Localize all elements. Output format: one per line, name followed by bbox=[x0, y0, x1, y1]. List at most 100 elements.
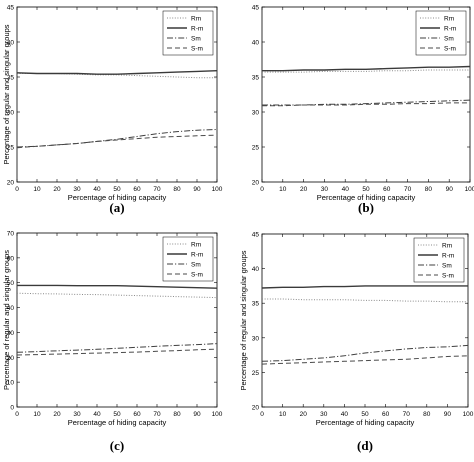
x-axis-label: Percentage of hiding capacity bbox=[68, 193, 167, 202]
x-axis-label: Percentage of hiding capacity bbox=[317, 193, 416, 202]
legend-entry: R-m bbox=[191, 252, 203, 259]
y-tick-label: 0 bbox=[10, 405, 14, 412]
series-line-s-m bbox=[16, 348, 218, 356]
x-tick-label: 30 bbox=[320, 411, 328, 418]
series-line-r-m bbox=[262, 65, 471, 72]
chart-panel-4: 0 10 20 30 40 50 60 70 80 90 100 20 25 30 35 40 45 Percen… bbox=[239, 232, 474, 454]
legend-entry: S-m bbox=[191, 272, 203, 279]
x-tick-label: 90 bbox=[444, 411, 452, 418]
y-tick-label: 25 bbox=[252, 145, 260, 152]
legend-entry: Rm bbox=[442, 243, 452, 250]
legend-entry: R-m bbox=[444, 26, 456, 33]
y-tick-label: 35 bbox=[252, 301, 260, 308]
x-tick-label: 20 bbox=[53, 186, 61, 193]
series-line-r-m bbox=[16, 70, 218, 75]
series-line-s-m bbox=[262, 102, 470, 107]
x-tick-label: 100 bbox=[463, 411, 474, 418]
x-axis-label: Percentage of hiding capacity bbox=[316, 418, 415, 427]
y-tick-label: 20 bbox=[252, 180, 260, 187]
panel-label: (c) bbox=[110, 438, 124, 453]
x-tick-label: 80 bbox=[173, 186, 181, 193]
x-tick-label: 100 bbox=[212, 186, 223, 193]
y-tick-label: 20 bbox=[7, 180, 15, 187]
y-tick-label: 45 bbox=[252, 5, 260, 12]
panel-label: (a) bbox=[109, 200, 124, 215]
y-axis-label: Percentage of regular and singular group… bbox=[2, 250, 11, 390]
y-tick-label: 45 bbox=[7, 5, 15, 12]
x-tick-label: 10 bbox=[33, 411, 41, 418]
x-tick-label: 80 bbox=[173, 411, 181, 418]
legend-entry: R-m bbox=[442, 253, 454, 260]
y-tick-label: 40 bbox=[252, 266, 260, 273]
x-tick-label: 90 bbox=[193, 186, 201, 193]
series-line-r-m bbox=[261, 285, 468, 289]
x-tick-label: 60 bbox=[383, 186, 391, 193]
x-tick-label: 90 bbox=[446, 186, 454, 193]
y-tick-label: 35 bbox=[252, 75, 260, 82]
x-tick-label: 70 bbox=[403, 411, 411, 418]
legend-entry: Sm bbox=[191, 36, 201, 43]
y-tick-label: 35 bbox=[7, 75, 15, 82]
x-tick-label: 90 bbox=[193, 411, 201, 418]
legend-entry: S-m bbox=[444, 46, 456, 53]
x-tick-label: 100 bbox=[465, 186, 474, 193]
y-tick-label: 50 bbox=[7, 280, 15, 287]
y-tick-label: 25 bbox=[7, 145, 15, 152]
x-tick-label: 20 bbox=[300, 186, 308, 193]
y-tick-label: 40 bbox=[252, 40, 260, 47]
legend: Rm R-m Sm S-m bbox=[162, 236, 214, 282]
x-tick-label: 50 bbox=[113, 411, 121, 418]
y-tick-label: 40 bbox=[7, 305, 15, 312]
legend: Rm R-m Sm S-m bbox=[413, 237, 465, 283]
x-tick-label: 40 bbox=[93, 186, 101, 193]
series-line-sm bbox=[261, 344, 469, 362]
legend-entry: S-m bbox=[442, 273, 454, 280]
chart-panel-3: 0 10 20 30 40 50 60 70 80 90 100010203040506070Per… bbox=[2, 231, 223, 454]
legend: Rm R-m Sm S-m bbox=[415, 10, 467, 56]
x-tick-label: 10 bbox=[279, 411, 287, 418]
legend-entry: R-m bbox=[191, 26, 203, 33]
x-tick-label: 0 bbox=[260, 411, 264, 418]
legend-entry: Rm bbox=[191, 16, 201, 23]
legend-entry: Sm bbox=[442, 263, 452, 270]
x-tick-label: 60 bbox=[382, 411, 390, 418]
x-tick-label: 30 bbox=[73, 186, 81, 193]
y-tick-label: 30 bbox=[7, 330, 15, 337]
x-tick-label: 40 bbox=[342, 186, 350, 193]
panel-label: (d) bbox=[357, 438, 373, 453]
y-tick-label: 30 bbox=[252, 335, 260, 342]
chart-panel-2: 0 10 20 30 40 50 60 70 80 90 100 20 25 30 35 40 45 Percen… bbox=[252, 5, 474, 216]
x-tick-label: 70 bbox=[153, 411, 161, 418]
x-tick-label: 20 bbox=[53, 411, 61, 418]
x-tick-label: 30 bbox=[73, 411, 81, 418]
chart-panel-1: 0 10 20 30 40 50 60 70 80 90 100 20 25 30 35 40 45 Percen… bbox=[2, 5, 223, 216]
x-tick-label: 80 bbox=[425, 186, 433, 193]
series-line-rm bbox=[262, 298, 468, 303]
x-tick-label: 60 bbox=[133, 411, 141, 418]
x-tick-label: 30 bbox=[321, 186, 329, 193]
x-tick-label: 10 bbox=[33, 186, 41, 193]
series-line-rm bbox=[16, 292, 218, 299]
y-axis-label: Percentage of regular and singular group… bbox=[239, 250, 248, 390]
x-tick-label: 50 bbox=[113, 186, 121, 193]
x-tick-label: 20 bbox=[300, 411, 308, 418]
series-line-r-m bbox=[17, 284, 218, 289]
series-line-rm bbox=[17, 73, 217, 79]
x-tick-label: 0 bbox=[260, 186, 264, 193]
x-tick-label: 50 bbox=[362, 186, 370, 193]
y-tick-label: 20 bbox=[7, 355, 15, 362]
x-tick-label: 70 bbox=[153, 186, 161, 193]
x-tick-label: 0 bbox=[15, 411, 19, 418]
legend-entry: S-m bbox=[191, 46, 203, 53]
y-tick-label: 40 bbox=[7, 40, 15, 47]
x-tick-label: 100 bbox=[212, 411, 223, 418]
x-tick-label: 80 bbox=[423, 411, 431, 418]
y-tick-label: 25 bbox=[252, 370, 260, 377]
y-tick-label: 20 bbox=[252, 405, 260, 412]
y-tick-label: 70 bbox=[7, 231, 15, 238]
y-tick-label: 30 bbox=[252, 110, 260, 117]
x-axis-label: Percentage of hiding capacity bbox=[68, 418, 167, 427]
series-line-rm bbox=[262, 69, 470, 73]
y-tick-label: 30 bbox=[7, 110, 15, 117]
